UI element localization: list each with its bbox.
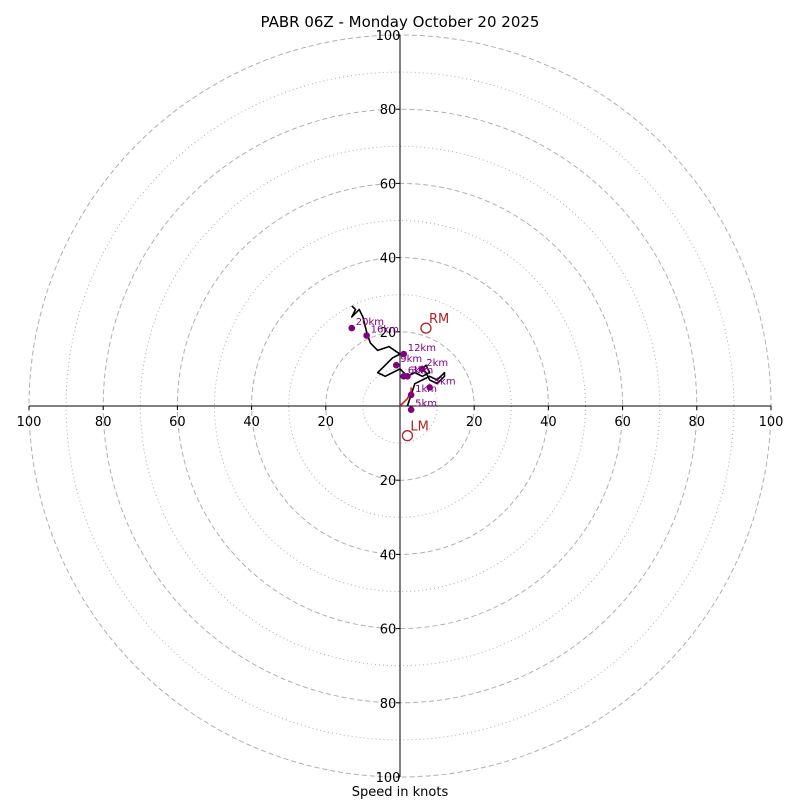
height-label-4km: 4km: [434, 376, 456, 387]
height-label-1km: 1km: [415, 384, 437, 395]
storm-motion-markers: RM LM: [401, 312, 449, 442]
height-label-9km: 9km: [400, 354, 422, 365]
chart-title: PABR 06Z - Monday October 20 2025: [261, 13, 540, 31]
storm-motion-label-lm: LM: [410, 420, 428, 435]
y-tick-label: 20: [380, 326, 397, 341]
storm-motion-lm: [401, 430, 414, 442]
x-tick-label: 20: [318, 415, 335, 430]
y-tick-label: 40: [380, 252, 397, 267]
low-level-trace: [399, 387, 412, 407]
height-point-12km: [400, 350, 408, 358]
height-point-4km: [426, 384, 433, 391]
height-point-2km: [418, 365, 426, 373]
tick-labels: 100 100 80 80 60 60 40 40 20 20 20 20 40 40 60 60 80 80 10…: [17, 29, 784, 786]
x-tick-label: 60: [169, 415, 186, 430]
height-label-5km: 5km: [415, 399, 437, 410]
x-tick-label: 20: [466, 415, 483, 430]
height-label-3km: 3km: [411, 365, 433, 376]
height-label-12km: 12km: [408, 343, 436, 354]
y-tick-label: 100: [376, 29, 401, 44]
height-label-2km: 2km: [426, 358, 448, 369]
y-tick-label: 80: [380, 103, 397, 118]
storm-motion-rm: [420, 322, 432, 334]
x-tick-label: 100: [759, 415, 784, 430]
x-tick-label: 40: [540, 415, 557, 430]
x-tick-label: 40: [243, 415, 260, 430]
y-tick-label: 100: [376, 771, 401, 786]
y-tick-label: 20: [380, 474, 397, 489]
x-tick-label: 100: [17, 415, 42, 430]
height-point-16km: [363, 332, 370, 339]
y-tick-label: 80: [380, 697, 397, 712]
height-point-20km: [348, 324, 356, 332]
height-label-20km: 20km: [356, 317, 384, 328]
height-point-9km: [392, 361, 400, 369]
x-tick-label: 80: [689, 415, 706, 430]
height-label-6km: 6km: [408, 365, 430, 376]
x-axis-label: Speed in knots: [352, 785, 449, 800]
x-tick-label: 80: [95, 415, 112, 430]
height-point-5km: [407, 406, 415, 414]
height-label-16km: 16km: [371, 325, 399, 336]
y-tick-label: 40: [380, 548, 397, 563]
y-tick-label: 60: [380, 623, 397, 638]
height-point-1km: [407, 391, 415, 399]
y-tick-label: 60: [380, 177, 397, 192]
x-tick-label: 60: [614, 415, 631, 430]
storm-motion-label-rm: RM: [429, 312, 449, 327]
height-point-6km: [400, 373, 408, 380]
